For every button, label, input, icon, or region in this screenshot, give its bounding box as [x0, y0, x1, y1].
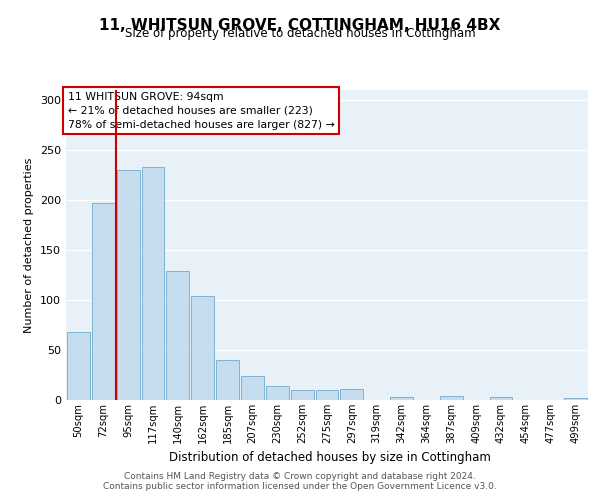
Text: Contains public sector information licensed under the Open Government Licence v3: Contains public sector information licen…	[103, 482, 497, 491]
Bar	[266, 386, 289, 400]
Bar	[340, 389, 363, 400]
Bar	[142, 167, 164, 400]
Bar	[117, 170, 140, 400]
Bar	[440, 396, 463, 400]
Text: Distribution of detached houses by size in Cottingham: Distribution of detached houses by size …	[169, 451, 491, 464]
Bar	[166, 271, 189, 400]
Bar	[490, 397, 512, 400]
Bar	[241, 376, 264, 400]
Y-axis label: Number of detached properties: Number of detached properties	[25, 158, 34, 332]
Text: Contains HM Land Registry data © Crown copyright and database right 2024.: Contains HM Land Registry data © Crown c…	[124, 472, 476, 481]
Bar	[564, 398, 587, 400]
Bar	[67, 332, 90, 400]
Bar	[92, 203, 115, 400]
Text: 11 WHITSUN GROVE: 94sqm
← 21% of detached houses are smaller (223)
78% of semi-d: 11 WHITSUN GROVE: 94sqm ← 21% of detache…	[68, 92, 334, 130]
Bar	[191, 296, 214, 400]
Bar	[216, 360, 239, 400]
Text: 11, WHITSUN GROVE, COTTINGHAM, HU16 4BX: 11, WHITSUN GROVE, COTTINGHAM, HU16 4BX	[100, 18, 500, 32]
Bar	[390, 397, 413, 400]
Bar	[291, 390, 314, 400]
Text: Size of property relative to detached houses in Cottingham: Size of property relative to detached ho…	[125, 28, 475, 40]
Bar	[316, 390, 338, 400]
